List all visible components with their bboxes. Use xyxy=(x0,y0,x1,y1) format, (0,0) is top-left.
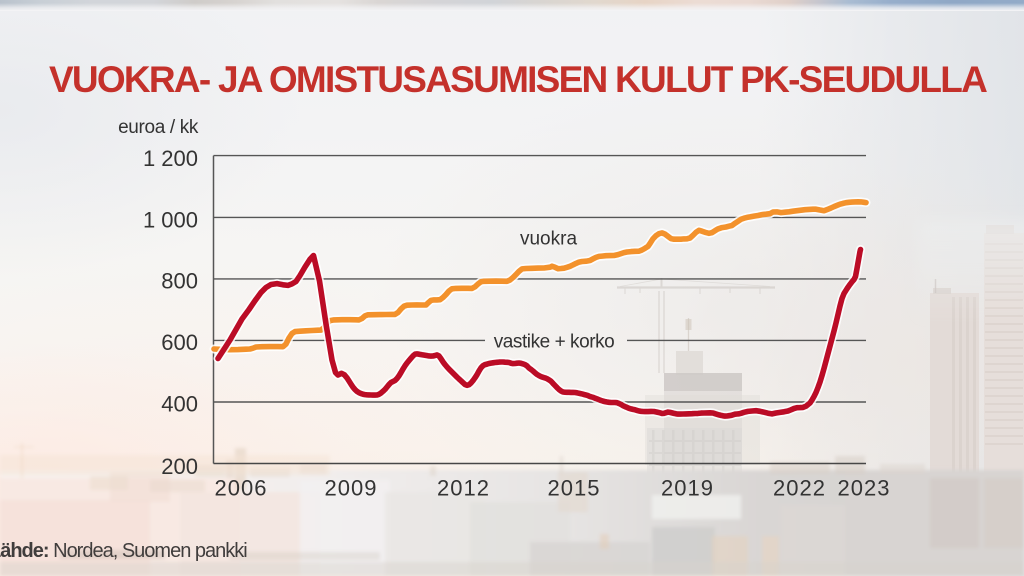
svg-text:2023: 2023 xyxy=(838,476,891,501)
svg-text:2009: 2009 xyxy=(325,476,378,501)
svg-text:vastike + korko: vastike + korko xyxy=(494,332,615,353)
svg-text:2015: 2015 xyxy=(548,476,601,501)
svg-text:2022: 2022 xyxy=(773,476,826,501)
svg-text:1 200: 1 200 xyxy=(143,146,198,171)
svg-text:euroa / kk: euroa / kk xyxy=(118,117,199,138)
svg-text:2019: 2019 xyxy=(661,476,714,501)
svg-text:800: 800 xyxy=(161,269,198,294)
svg-text:400: 400 xyxy=(161,392,198,417)
svg-text:1 000: 1 000 xyxy=(143,208,198,233)
svg-text:vuokra: vuokra xyxy=(520,229,577,250)
svg-text:2012: 2012 xyxy=(437,476,490,501)
svg-text:2006: 2006 xyxy=(215,476,268,501)
svg-text:600: 600 xyxy=(161,330,198,355)
svg-text:200: 200 xyxy=(161,454,198,479)
